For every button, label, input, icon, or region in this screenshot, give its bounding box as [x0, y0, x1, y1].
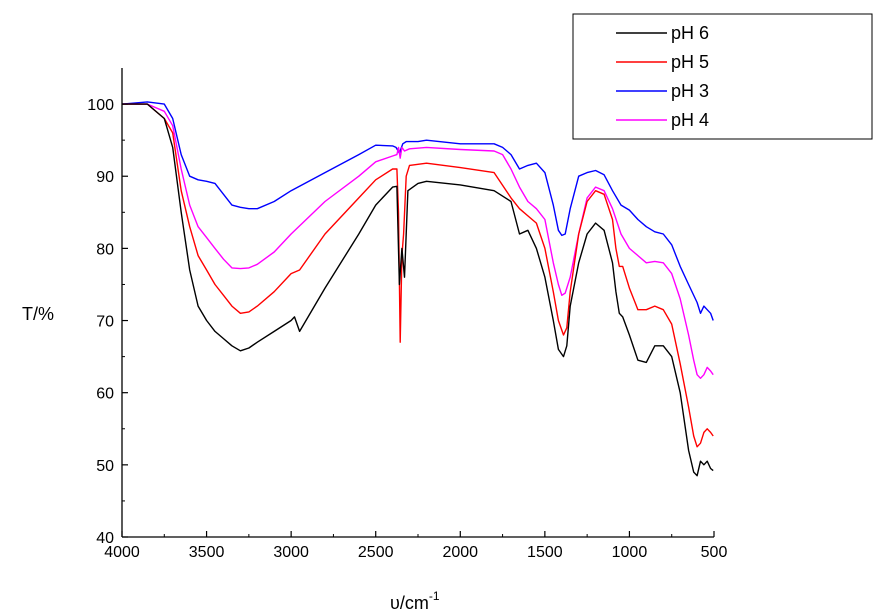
y-axis-ticks: 40 50 60 70 80 90 100 — [87, 97, 128, 547]
legend: pH 6 pH 5 pH 3 pH 4 — [572, 13, 873, 140]
x-tick-label: 2500 — [358, 544, 394, 561]
legend-label: pH 4 — [671, 110, 709, 130]
legend-box — [572, 13, 873, 140]
legend-items: pH 6 pH 5 pH 3 pH 4 — [616, 23, 709, 130]
x-axis-title: υ/cm-1 — [390, 589, 440, 613]
x-tick-label: 2000 — [442, 544, 478, 561]
legend-label: pH 3 — [671, 81, 709, 101]
x-axis-title-text: υ/cm — [390, 593, 429, 613]
series-line-ph-5 — [122, 103, 714, 448]
y-tick-label: 50 — [96, 458, 114, 475]
x-tick-label: 3500 — [189, 544, 225, 561]
legend-label: pH 5 — [671, 52, 709, 72]
series-line-ph-6 — [122, 103, 714, 477]
y-axis-title: T/% — [22, 304, 54, 324]
x-axis-title-superscript: -1 — [429, 589, 440, 603]
x-tick-label: 3000 — [273, 544, 309, 561]
y-tick-label: 40 — [96, 530, 114, 547]
x-tick-label: 1500 — [527, 544, 563, 561]
x-axis-ticks: 4000 3500 3000 2500 2000 1500 1000 500 — [104, 531, 727, 561]
y-tick-label: 80 — [96, 241, 114, 258]
series-line-ph-3 — [121, 101, 714, 321]
y-tick-label: 90 — [96, 169, 114, 186]
y-tick-label: 70 — [96, 314, 114, 331]
x-tick-label: 4000 — [104, 544, 140, 561]
y-tick-label: 60 — [96, 386, 114, 403]
series-layer — [121, 101, 714, 477]
legend-label: pH 6 — [671, 23, 709, 43]
x-tick-label: 500 — [701, 544, 728, 561]
series-line-ph-4 — [122, 103, 714, 379]
y-tick-label: 100 — [87, 97, 114, 114]
x-tick-label: 1000 — [612, 544, 648, 561]
